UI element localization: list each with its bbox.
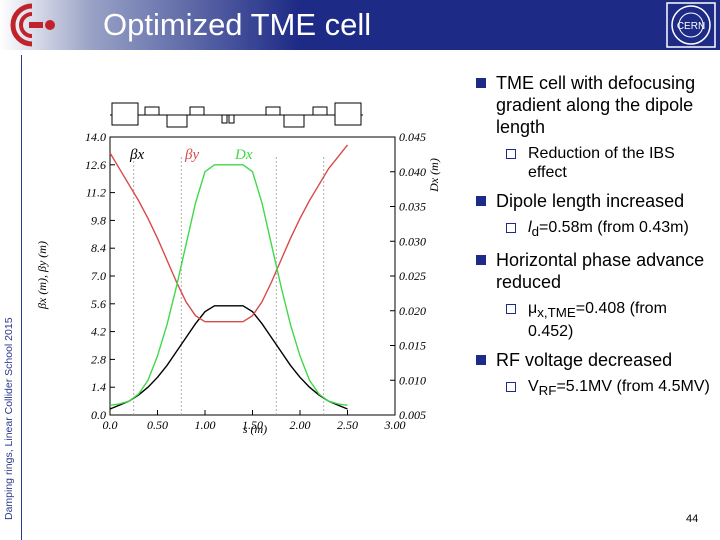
magnet-quad-2 <box>166 114 188 128</box>
y-left-tick-label: 0.0 <box>91 408 106 422</box>
cern-logo-icon: CERN <box>666 2 716 48</box>
y-right-tick-label: 0.010 <box>399 373 426 387</box>
magnet-corr-1 <box>221 114 228 124</box>
legend-entry: βx <box>129 147 144 163</box>
y-left-tick-label: 14.0 <box>85 130 106 144</box>
x-tick-label: 3.00 <box>384 418 406 432</box>
x-axis-label: s (m) <box>243 422 267 436</box>
magnet-quad-4 <box>334 102 362 126</box>
x-tick-label: 0.0 <box>103 418 118 432</box>
ld-value: =0.58m (from 0.43m) <box>538 219 689 236</box>
legend: βx βy Dx <box>129 147 253 163</box>
y-right-tick-label: 0.035 <box>399 200 426 214</box>
sidebar-caption: Damping rings, Linear Collider School 20… <box>3 317 15 520</box>
y-left-tick-label: 2.8 <box>91 352 106 366</box>
bullet-phase-advance: Horizontal phase advance reduced <box>474 249 714 293</box>
series-lines <box>109 144 349 410</box>
y-left-tick-label: 12.6 <box>85 158 106 172</box>
y-left-tick-label: 9.8 <box>91 213 106 227</box>
y-right-tick-label: 0.030 <box>399 234 426 248</box>
page-title: Optimized TME cell <box>103 7 372 42</box>
magnet-corr-2 <box>228 114 235 124</box>
bullet-tme-cell: TME cell with defocusing gradient along … <box>474 72 714 138</box>
svg-text:CERN: CERN <box>677 21 705 32</box>
ld-symbol: l <box>528 219 532 236</box>
vrf-value: =5.1MV (from 4.5MV) <box>556 378 710 396</box>
y-right-axis-label: Dx (m) <box>427 158 441 193</box>
legend-entry: Dx <box>234 147 253 163</box>
vrf-subscript: RF <box>538 383 557 399</box>
series-line-dx <box>109 164 348 406</box>
magnet-sext-1 <box>144 106 160 116</box>
y-right-tick-label: 0.045 <box>399 130 426 144</box>
legend-entry: βy <box>184 147 199 163</box>
y-left-tick-label: 5.6 <box>91 297 106 311</box>
bullet-dipole-length: Dipole length increased <box>474 190 714 212</box>
mu-subscript: x,TME <box>537 305 576 321</box>
series-line-betay <box>109 144 349 323</box>
series-line-betax <box>109 305 348 410</box>
marker-lines <box>133 157 325 415</box>
cern-accelerator-logo-icon <box>10 3 55 47</box>
header-gradient <box>0 0 720 50</box>
x-tick-label: 1.00 <box>195 418 216 432</box>
y-left-tick-label: 7.0 <box>91 269 106 283</box>
y-right-tick-label: 0.020 <box>399 304 426 318</box>
sidebar-divider <box>21 55 22 540</box>
y-right-tick-label: 0.005 <box>399 408 426 422</box>
x-tick-label: 2.00 <box>290 418 311 432</box>
ld-subscript: d <box>531 224 539 240</box>
x-tick-label: 2.50 <box>337 418 358 432</box>
page-number: 44 <box>686 513 699 525</box>
optics-plot: 0.0 0.50 1.00 1.50 2.00 2.50 3.00 0.0 1.4 2.8 4.2… <box>35 102 441 436</box>
vrf-symbol: V <box>528 378 539 396</box>
subbullet-vrf: VRF=5.1MV (from 4.5MV) <box>474 377 714 400</box>
magnet-sext-4 <box>312 106 328 116</box>
y-left-axis-label: βx (m), βy (m) <box>35 241 49 310</box>
subbullet-ibs: Reduction of the IBS effect <box>474 144 714 182</box>
y-right-axis-ticks: 0.005 0.010 0.015 0.020 0.025 0.030 0.035 0.040… <box>390 130 426 422</box>
bullet-list: TME cell with defocusing gradient along … <box>474 70 714 401</box>
y-left-axis-ticks: 0.0 1.4 2.8 4.2 5.6 7.0 8.4 9.8 11.2 12.6 14.0 <box>85 130 115 422</box>
plot-area-border <box>109 136 396 416</box>
mu-value: =0.408 (from 0.452) <box>528 300 667 341</box>
mu-symbol: μ <box>528 300 538 318</box>
y-right-tick-label: 0.025 <box>399 269 426 283</box>
y-left-tick-label: 4.2 <box>91 325 106 339</box>
magnet-quad-1 <box>111 102 139 126</box>
magnet-sext-2 <box>189 106 205 116</box>
header-bar: Optimized TME cell CERN <box>0 0 720 50</box>
magnet-quad-3 <box>283 114 305 128</box>
subbullet-mu: μx,TME=0.408 (from 0.452) <box>474 299 714 341</box>
x-tick-label: 1.50 <box>242 418 263 432</box>
y-left-tick-label: 8.4 <box>91 241 106 255</box>
x-tick-label: 0.50 <box>147 418 168 432</box>
y-right-tick-label: 0.040 <box>399 165 426 179</box>
magnet-sext-3 <box>265 106 281 116</box>
magnet-layout <box>110 102 363 128</box>
y-right-tick-label: 0.015 <box>399 339 426 353</box>
plot-frame <box>109 136 396 416</box>
x-axis-ticks: 0.0 0.50 1.00 1.50 2.00 2.50 3.00 <box>103 410 406 432</box>
subbullet-ld: ld=0.58m (from 0.43m) <box>474 218 714 241</box>
y-left-tick-label: 11.2 <box>86 186 106 200</box>
y-left-tick-label: 1.4 <box>91 380 106 394</box>
bullet-rf-voltage: RF voltage decreased <box>474 349 714 371</box>
